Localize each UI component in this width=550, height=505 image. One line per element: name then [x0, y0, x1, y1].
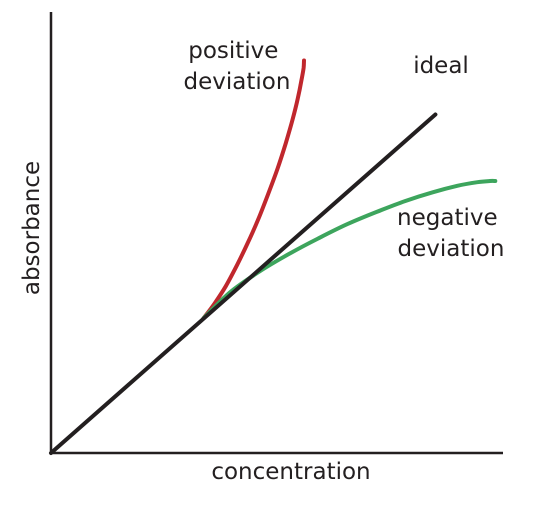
x-axis-label: concentration [211, 459, 370, 485]
label-negative-deviation: negative deviation [397, 205, 505, 262]
y-axis-label: absorbance [19, 161, 45, 295]
series-line-positive-deviation [201, 58, 306, 321]
label-positive-deviation-line-1: positive [188, 38, 278, 64]
label-negative-deviation-line-2: deviation [398, 236, 505, 262]
label-ideal: ideal [413, 53, 469, 79]
axes [49, 12, 503, 455]
series-layer [49, 58, 498, 455]
label-negative-deviation-line-1: negative [397, 205, 498, 231]
series-line-ideal [49, 112, 438, 455]
label-ideal-line-1: ideal [413, 53, 469, 79]
label-positive-deviation: positive deviation [184, 38, 291, 95]
label-positive-deviation-line-2: deviation [184, 69, 291, 95]
